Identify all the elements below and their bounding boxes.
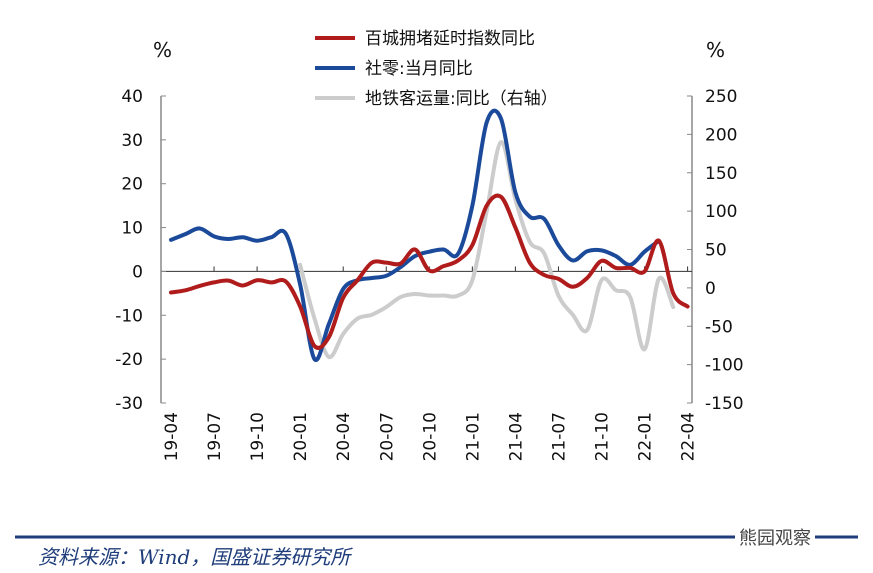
legend-label-0: 百城拥堵延时指数同比	[365, 29, 535, 49]
x-tick-label: 21-07	[549, 412, 569, 461]
source-note: 资料来源：Wind，国盛证券研究所	[38, 545, 351, 569]
right-unit: %	[706, 38, 725, 62]
right-tick-label: 250	[705, 87, 737, 107]
right-tick-label: -150	[705, 394, 744, 414]
series-line-0	[169, 193, 690, 350]
left-tick-label: 20	[121, 175, 143, 195]
right-tick-label: 200	[705, 125, 737, 145]
right-tick-label: -50	[705, 317, 733, 337]
left-tick-label: 10	[121, 219, 143, 239]
left-tick-label: -10	[115, 306, 143, 326]
x-tick-label: 19-10	[248, 412, 268, 461]
right-tick-label: 100	[705, 202, 737, 222]
series-line-1	[169, 108, 661, 363]
left-tick-label: 0	[132, 262, 143, 282]
x-tick-label: 20-04	[334, 412, 354, 461]
right-tick-label: 50	[705, 241, 727, 261]
left-tick-label: -20	[115, 350, 143, 370]
left-unit: %	[153, 38, 172, 62]
legend-label-2: 地铁客运量:同比（右轴）	[365, 89, 558, 109]
watermark: 熊园观察	[735, 524, 815, 550]
x-tick-label: 19-07	[205, 412, 225, 461]
x-tick-label: 20-07	[377, 412, 397, 461]
right-tick-label: 0	[705, 279, 716, 299]
x-tick-label: 21-10	[593, 412, 613, 461]
x-tick-label: 22-01	[636, 412, 656, 461]
x-tick-label: 20-01	[291, 412, 311, 461]
legend-label-1: 社零:当月同比	[365, 59, 473, 79]
left-tick-label: -30	[115, 394, 143, 414]
right-tick-label: 150	[705, 164, 737, 184]
left-tick-label: 40	[121, 87, 143, 107]
right-tick-label: -100	[705, 356, 744, 376]
left-tick-label: 30	[121, 131, 143, 151]
series-line-2	[298, 140, 676, 359]
x-tick-label: 21-04	[506, 412, 526, 461]
x-tick-label: 20-10	[420, 412, 440, 461]
x-tick-label: 19-04	[162, 412, 182, 461]
x-tick-label: 21-01	[463, 412, 483, 461]
x-tick-label: 22-04	[679, 412, 699, 461]
